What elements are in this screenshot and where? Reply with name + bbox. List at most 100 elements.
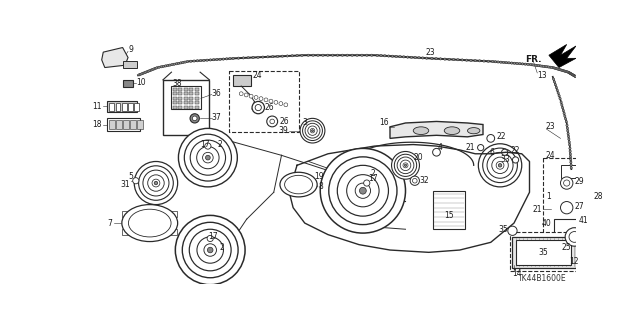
Circle shape	[568, 71, 570, 74]
Circle shape	[197, 237, 223, 263]
Bar	[109, 103, 114, 111]
Circle shape	[516, 62, 518, 65]
Circle shape	[418, 56, 420, 59]
Circle shape	[347, 174, 379, 207]
Bar	[107, 101, 136, 112]
Circle shape	[308, 126, 317, 135]
Circle shape	[301, 54, 303, 56]
Text: 22: 22	[510, 146, 520, 155]
Circle shape	[534, 64, 537, 66]
Circle shape	[160, 66, 163, 68]
Circle shape	[536, 64, 538, 67]
Circle shape	[193, 116, 197, 121]
Circle shape	[565, 121, 568, 123]
Circle shape	[143, 71, 146, 74]
Circle shape	[252, 101, 264, 114]
Circle shape	[527, 63, 529, 65]
Bar	[184, 92, 188, 95]
Circle shape	[570, 156, 572, 158]
Circle shape	[341, 54, 344, 56]
Circle shape	[317, 54, 319, 56]
Circle shape	[367, 198, 374, 204]
Circle shape	[565, 228, 584, 246]
Circle shape	[435, 57, 437, 60]
Ellipse shape	[467, 128, 480, 134]
Circle shape	[152, 68, 154, 70]
Ellipse shape	[413, 127, 429, 135]
Text: 21: 21	[532, 205, 542, 214]
Circle shape	[237, 57, 239, 59]
Circle shape	[312, 130, 314, 132]
Circle shape	[487, 135, 495, 142]
Circle shape	[564, 180, 570, 186]
Text: 9: 9	[128, 45, 133, 54]
Text: 8: 8	[319, 182, 323, 191]
Circle shape	[337, 54, 339, 56]
Bar	[123, 80, 134, 87]
Bar	[184, 87, 188, 91]
Circle shape	[279, 102, 283, 106]
Text: 2: 2	[371, 168, 376, 178]
Circle shape	[570, 72, 572, 75]
Bar	[195, 92, 198, 95]
Bar	[195, 106, 198, 109]
Circle shape	[305, 123, 320, 138]
Bar	[173, 101, 177, 105]
Circle shape	[395, 55, 397, 58]
Circle shape	[557, 68, 559, 70]
Text: 12: 12	[570, 257, 579, 266]
Circle shape	[148, 70, 151, 72]
Circle shape	[410, 56, 413, 58]
Circle shape	[585, 193, 590, 199]
Bar	[179, 97, 182, 100]
Text: 2: 2	[218, 140, 223, 149]
Circle shape	[410, 176, 419, 185]
Circle shape	[173, 63, 175, 65]
Circle shape	[212, 59, 215, 61]
Circle shape	[559, 97, 561, 100]
Circle shape	[156, 67, 158, 69]
Circle shape	[547, 66, 550, 68]
Circle shape	[190, 140, 225, 175]
Circle shape	[228, 57, 231, 60]
Circle shape	[189, 60, 192, 63]
Circle shape	[559, 69, 561, 71]
Circle shape	[400, 160, 411, 171]
Polygon shape	[102, 48, 128, 68]
Circle shape	[566, 130, 569, 132]
Circle shape	[502, 149, 508, 155]
Circle shape	[562, 109, 564, 112]
Circle shape	[364, 180, 370, 186]
Circle shape	[448, 58, 451, 61]
Text: 23: 23	[545, 122, 555, 131]
Circle shape	[166, 64, 169, 67]
Circle shape	[242, 57, 244, 59]
Bar	[433, 191, 465, 229]
Text: 39: 39	[278, 126, 288, 135]
Text: 33: 33	[500, 155, 510, 164]
Bar	[131, 120, 136, 129]
Circle shape	[524, 63, 527, 65]
Bar	[195, 101, 198, 105]
Circle shape	[483, 148, 517, 182]
Circle shape	[569, 153, 572, 155]
Circle shape	[513, 62, 516, 64]
Circle shape	[570, 161, 572, 163]
Circle shape	[543, 65, 545, 68]
Circle shape	[380, 55, 382, 57]
Bar	[173, 106, 177, 109]
Circle shape	[478, 144, 522, 187]
Circle shape	[556, 89, 559, 91]
Circle shape	[444, 58, 446, 60]
Circle shape	[474, 59, 476, 62]
Circle shape	[329, 157, 397, 225]
Circle shape	[487, 60, 490, 63]
Circle shape	[376, 54, 378, 56]
Circle shape	[365, 54, 368, 56]
Ellipse shape	[285, 175, 312, 194]
Bar	[134, 103, 139, 111]
Circle shape	[219, 58, 221, 60]
Circle shape	[566, 71, 569, 73]
Circle shape	[399, 56, 401, 58]
Circle shape	[150, 69, 152, 71]
